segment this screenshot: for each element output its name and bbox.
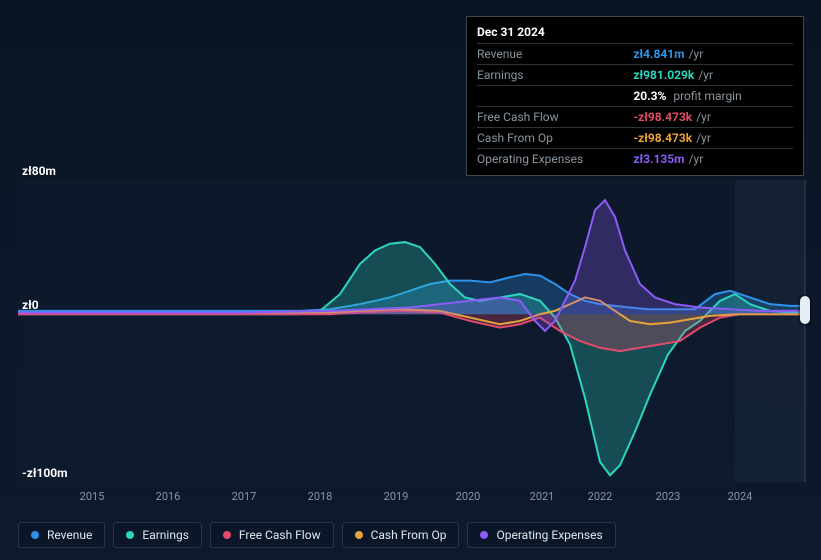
legend-dot (355, 531, 363, 539)
tooltip-row-value: -zł98.473k (633, 110, 692, 124)
legend-label: Earnings (142, 528, 189, 542)
legend-dot (126, 531, 134, 539)
x-tick-label: 2024 (728, 490, 753, 503)
tooltip-row-label: Free Cash Flow (477, 107, 633, 128)
tooltip-row-unit: /yr (692, 131, 711, 145)
x-tick-label: 2017 (232, 490, 257, 503)
tooltip-row-label: Operating Expenses (477, 149, 633, 170)
y-tick-label: zł0 (22, 298, 39, 312)
tooltip-row-label: Cash From Op (477, 128, 633, 149)
tooltip-row: Free Cash Flow-zł98.473k/yr (477, 107, 793, 128)
legend-item-cfo[interactable]: Cash From Op (342, 522, 460, 548)
tooltip-sub-text: profit margin (666, 89, 741, 103)
legend-dot (31, 531, 39, 539)
x-tick-label: 2019 (384, 490, 409, 503)
legend-item-opex[interactable]: Operating Expenses (467, 522, 615, 548)
legend-label: Revenue (47, 528, 92, 542)
tooltip-sub-value: 20.3% (633, 89, 666, 103)
legend-label: Operating Expenses (496, 528, 602, 542)
y-tick-label: zł80m (22, 164, 56, 178)
legend-dot (223, 531, 231, 539)
tooltip-row-label: Earnings (477, 65, 633, 86)
x-tick-label: 2020 (456, 490, 481, 503)
tooltip-row-unit: /yr (685, 152, 704, 166)
x-tick-label: 2023 (656, 490, 681, 503)
tooltip-row-value: zł3.135m (633, 152, 684, 166)
x-tick-label: 2018 (308, 490, 333, 503)
legend-label: Cash From Op (371, 528, 447, 542)
tooltip-title: Dec 31 2024 (477, 23, 793, 43)
timeline-handle[interactable] (800, 296, 810, 324)
legend-label: Free Cash Flow (239, 528, 321, 542)
tooltip-row-value: -zł98.473k (633, 131, 692, 145)
tooltip-row-unit: /yr (694, 68, 713, 82)
tooltip-row-value: zł4.841m (633, 47, 684, 61)
tooltip-row: Earningszł981.029k/yr (477, 65, 793, 86)
x-tick-label: 2015 (80, 490, 105, 503)
legend: Revenue Earnings Free Cash Flow Cash From O… (18, 522, 616, 548)
x-tick-label: 2021 (530, 490, 555, 503)
x-tick-label: 2016 (156, 490, 181, 503)
legend-item-revenue[interactable]: Revenue (18, 522, 105, 548)
tooltip-subrow: 20.3% profit margin (477, 86, 793, 107)
y-tick-label: -zł100m (22, 466, 68, 480)
tooltip-row: Revenuezł4.841m/yr (477, 44, 793, 65)
tooltip-row-unit: /yr (685, 47, 704, 61)
legend-item-earnings[interactable]: Earnings (113, 522, 202, 548)
tooltip-row: Operating Expenseszł3.135m/yr (477, 149, 793, 170)
financials-chart-panel: zł80m zł0 -zł100m 2015 2016 2017 2018 2019 2020… (0, 0, 821, 560)
tooltip-row-unit: /yr (692, 110, 711, 124)
tooltip-row-value: zł981.029k (633, 68, 694, 82)
legend-item-fcf[interactable]: Free Cash Flow (210, 522, 334, 548)
x-tick-label: 2022 (588, 490, 613, 503)
tooltip: Dec 31 2024 Revenuezł4.841m/yrEarningszł… (466, 16, 804, 176)
legend-dot (480, 531, 488, 539)
tooltip-row: Cash From Op-zł98.473k/yr (477, 128, 793, 149)
tooltip-row-label: Revenue (477, 44, 633, 65)
